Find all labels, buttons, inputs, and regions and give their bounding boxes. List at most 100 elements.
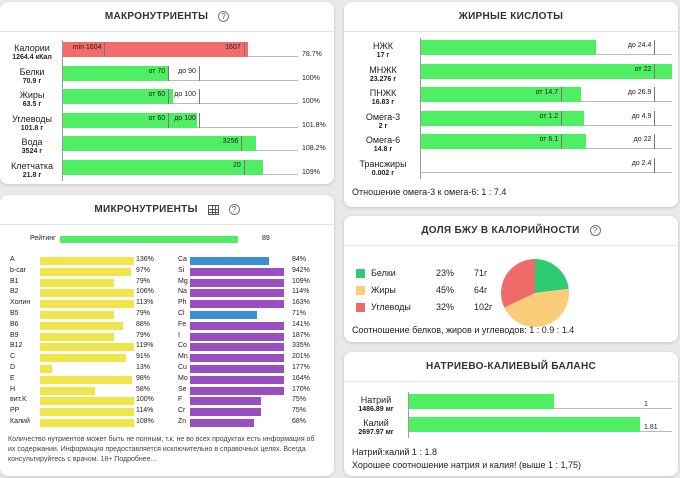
row-label: Омега-3 2 г xyxy=(348,112,418,132)
micro-name: PP xyxy=(10,407,20,415)
micro-name: Se xyxy=(178,385,187,393)
progress-fill xyxy=(62,136,256,151)
norm-tick xyxy=(198,112,200,128)
norm-label: до 24.4 xyxy=(627,42,652,49)
micro-bar xyxy=(190,267,284,276)
progress-fill xyxy=(62,89,173,104)
macro-card: МАКРОНУТРИЕНТЫ ? Калории 1264.4 кКал min 1… xyxy=(0,2,334,184)
micro-percent: 170% xyxy=(292,385,310,393)
nutrient-amount: 14.8 г xyxy=(373,146,393,153)
norm-label: 3256 xyxy=(222,138,239,145)
micro-name: Mo xyxy=(178,374,188,382)
help-icon[interactable]: ? xyxy=(228,204,240,215)
norm-tick xyxy=(561,134,563,149)
micro-bar xyxy=(190,321,284,330)
micro-percent: 68% xyxy=(292,418,307,425)
progress-track: от 60 до 100 xyxy=(62,89,298,104)
progress-fill xyxy=(62,65,169,81)
micro-bar xyxy=(40,419,134,427)
percent-value: 100% xyxy=(302,98,320,105)
progress-track: до 24.4 xyxy=(420,40,672,55)
row-label: Калий 2697.97 мг xyxy=(348,418,404,438)
micro-name: D xyxy=(10,364,16,371)
progress-track: до 2.4 xyxy=(420,157,672,173)
micro-name: F xyxy=(178,396,183,404)
norm-tick xyxy=(654,110,656,126)
legend-grams: 102г xyxy=(474,302,493,312)
progress-track: от 60 до 100 xyxy=(62,112,298,128)
bju-card: ДОЛЯ БЖУ В КАЛОРИЙНОСТИ ? Белки 23% 71г Жир… xyxy=(344,216,678,342)
nutrient-amount: 16.83 г xyxy=(371,99,395,106)
nutrient-name: НЖК xyxy=(372,41,394,51)
micro-name: E xyxy=(10,374,15,382)
micro-bar xyxy=(190,408,261,417)
micro-bar xyxy=(40,343,134,352)
nutrient-name: Омега-3 xyxy=(365,111,401,122)
micro-name: Fe xyxy=(178,320,187,328)
percent-value: 78.7% xyxy=(302,51,322,58)
nutrient-amount: 17 г xyxy=(376,52,390,59)
micro-name: Cu xyxy=(178,364,187,371)
micro-percent: 119% xyxy=(136,342,154,350)
percent-value: 109% xyxy=(302,168,320,176)
progress-fill xyxy=(62,42,248,57)
nutrient-amount: 1264.4 кКал xyxy=(12,54,52,61)
row-label: Жиры 63.5 г xyxy=(4,90,60,110)
micro-bar xyxy=(190,375,284,384)
micro-name: вит.K xyxy=(10,396,27,404)
percent-value: 100% xyxy=(302,74,320,82)
micro-name: Zn xyxy=(178,418,187,425)
norm-label: от 60 xyxy=(148,114,166,122)
micro-percent: 100% xyxy=(136,396,154,404)
pie-slice xyxy=(504,288,569,327)
legend-swatch xyxy=(356,286,365,295)
micro-title: МИКРОНУТРИЕНТЫ xyxy=(94,204,198,215)
chart-axis xyxy=(408,392,409,438)
legend-swatch xyxy=(356,269,365,278)
micro-name: B12 xyxy=(10,342,23,350)
micro-name: Si xyxy=(178,266,185,274)
norm-label: 1607 xyxy=(225,44,241,51)
help-icon[interactable]: ? xyxy=(218,11,230,22)
row-label: Углеводы 101.8 г xyxy=(4,114,60,134)
norm-label: до 90 xyxy=(178,67,196,75)
bju-pie-chart xyxy=(501,259,569,327)
ratio-mark: 1 xyxy=(644,401,648,408)
micro-bar xyxy=(40,386,95,395)
percent-value: 108.2% xyxy=(302,145,326,152)
micro-percent: 114% xyxy=(136,407,154,415)
micro-bar xyxy=(190,354,284,363)
rating-bar xyxy=(60,236,238,243)
nak-header: НАТРИЕВО-КАЛИЕВЫЙ БАЛАНС xyxy=(344,352,678,382)
nak-card: НАТРИЕВО-КАЛИЕВЫЙ БАЛАНС Натрий 1486.89 м… xyxy=(344,352,678,476)
nutrient-amount: 63.5 г xyxy=(22,101,42,108)
row-label: Белки 70.9 г xyxy=(4,67,60,87)
norm-label: от 70 xyxy=(148,67,166,75)
micro-bar xyxy=(40,300,134,309)
nutrient-name: Калий xyxy=(363,418,389,428)
norm-label: от 1.2 xyxy=(539,112,559,120)
disclaimer: Количество нутриентов может быть не полн… xyxy=(8,436,315,463)
progress-track: от 1.2 до 4.9 xyxy=(420,110,672,126)
micro-name: Калий xyxy=(10,418,30,425)
nak-title: НАТРИЕВО-КАЛИЕВЫЙ БАЛАНС xyxy=(426,361,596,372)
progress-track xyxy=(408,394,672,409)
micro-bar xyxy=(190,419,254,427)
rating-value: 89 xyxy=(262,235,270,242)
help-icon[interactable]: ? xyxy=(589,225,601,236)
micro-header: МИКРОНУТРИЕНТЫ ? xyxy=(0,195,334,225)
micro-name: C xyxy=(10,353,16,361)
progress-fill xyxy=(62,112,197,128)
micro-name: Cl xyxy=(178,310,185,317)
nutrient-amount: 1486.89 мг xyxy=(358,406,394,413)
micro-percent: 114% xyxy=(292,288,310,296)
progress-fill xyxy=(420,110,584,126)
nak-verdict: Хорошее соотношение натрия и калия! (выш… xyxy=(352,460,582,470)
micro-name: Na xyxy=(178,288,187,296)
legend-percent: 32% xyxy=(436,302,455,312)
micro-name: B2 xyxy=(10,288,19,296)
micro-percent: 84% xyxy=(292,256,307,263)
norm-tick xyxy=(654,63,656,79)
table-icon[interactable] xyxy=(207,204,219,215)
micro-percent: 113% xyxy=(136,299,154,307)
